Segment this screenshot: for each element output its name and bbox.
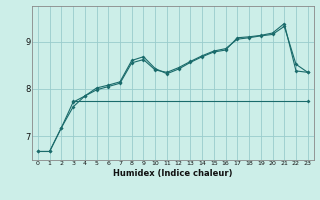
X-axis label: Humidex (Indice chaleur): Humidex (Indice chaleur) — [113, 169, 233, 178]
